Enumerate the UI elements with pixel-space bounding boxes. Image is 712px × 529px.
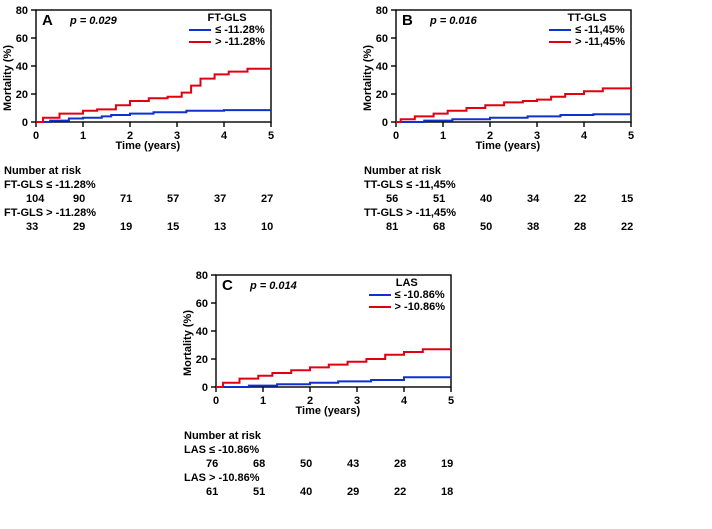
svg-text:1: 1 — [80, 130, 86, 142]
svg-text:0: 0 — [382, 117, 388, 129]
risk-value: 22 — [574, 193, 586, 205]
risk-value: 19 — [441, 458, 453, 470]
risk-numbers-low-b: 56 51 40 34 22 15 — [0, 193, 712, 207]
svg-text:20: 20 — [196, 354, 208, 366]
risk-value: 81 — [386, 221, 398, 233]
risk-value: 40 — [480, 193, 492, 205]
svg-text:3: 3 — [354, 395, 360, 407]
risk-value: 76 — [206, 458, 218, 470]
svg-text:40: 40 — [16, 61, 28, 73]
risk-value: 29 — [347, 486, 359, 498]
panel-b: B p = 0.016 TT-GLS ≤ -11,45% > -11,45% M… — [362, 6, 635, 148]
svg-text:40: 40 — [376, 61, 388, 73]
svg-text:5: 5 — [268, 130, 274, 142]
chart-b: 0 20 40 60 80 0 1 2 3 4 5 — [362, 6, 635, 148]
svg-text:1: 1 — [440, 130, 446, 142]
risk-numbers-high-b: 81 68 50 38 28 22 — [0, 221, 712, 235]
risk-value: 28 — [394, 458, 406, 470]
svg-text:3: 3 — [174, 130, 180, 142]
risk-value: 43 — [347, 458, 359, 470]
risk-value: 22 — [621, 221, 633, 233]
svg-text:0: 0 — [393, 130, 399, 142]
risk-value: 51 — [253, 486, 265, 498]
svg-text:5: 5 — [448, 395, 454, 407]
risk-value: 34 — [527, 193, 539, 205]
risk-value: 68 — [433, 221, 445, 233]
risk-value: 68 — [253, 458, 265, 470]
svg-text:20: 20 — [16, 89, 28, 101]
svg-text:20: 20 — [376, 89, 388, 101]
chart-a: 0 20 40 60 80 0 1 2 3 4 5 — [2, 6, 275, 148]
risk-value: 50 — [480, 221, 492, 233]
risk-label-low-b: TT-GLS ≤ -11,45% — [364, 179, 456, 191]
figure-root: A p = 0.029 FT-GLS ≤ -11.28% > -11.28% M… — [0, 0, 712, 529]
panel-c: C p = 0.014 LAS ≤ -10.86% > -10.86% Mort… — [182, 271, 455, 413]
risk-label-low-c: LAS ≤ -10.86% — [184, 444, 259, 456]
risk-numbers-high-c: 61 51 40 29 22 18 — [0, 486, 712, 500]
svg-text:2: 2 — [487, 130, 493, 142]
svg-text:3: 3 — [534, 130, 540, 142]
panel-a: A p = 0.029 FT-GLS ≤ -11.28% > -11.28% M… — [2, 6, 275, 148]
risk-label-high-c: LAS > -10.86% — [184, 472, 260, 484]
risk-value: 61 — [206, 486, 218, 498]
risk-value: 56 — [386, 193, 398, 205]
risk-value: 51 — [433, 193, 445, 205]
risk-value: 18 — [441, 486, 453, 498]
svg-text:60: 60 — [16, 33, 28, 45]
svg-text:60: 60 — [376, 33, 388, 45]
risk-title-b: Number at risk — [364, 165, 441, 177]
risk-value: 22 — [394, 486, 406, 498]
svg-text:4: 4 — [221, 130, 228, 142]
risk-title-c: Number at risk — [184, 430, 261, 442]
svg-text:60: 60 — [196, 298, 208, 310]
risk-value: 28 — [574, 221, 586, 233]
svg-text:4: 4 — [401, 395, 408, 407]
svg-text:0: 0 — [33, 130, 39, 142]
risk-value: 38 — [527, 221, 539, 233]
risk-label-high-b: TT-GLS > -11,45% — [364, 207, 456, 219]
svg-text:5: 5 — [628, 130, 634, 142]
svg-text:2: 2 — [127, 130, 133, 142]
svg-text:80: 80 — [16, 6, 28, 17]
risk-title-a: Number at risk — [4, 165, 81, 177]
svg-text:80: 80 — [196, 271, 208, 282]
risk-value: 50 — [300, 458, 312, 470]
svg-text:0: 0 — [213, 395, 219, 407]
svg-text:2: 2 — [307, 395, 313, 407]
risk-numbers-low-c: 76 68 50 43 28 19 — [0, 458, 712, 472]
chart-c: 0 20 40 60 80 0 1 2 3 4 5 — [182, 271, 455, 413]
svg-text:4: 4 — [581, 130, 588, 142]
svg-text:1: 1 — [260, 395, 266, 407]
risk-value: 15 — [621, 193, 633, 205]
svg-text:40: 40 — [196, 326, 208, 338]
risk-label-high-a: FT-GLS > -11.28% — [4, 207, 96, 219]
risk-value: 40 — [300, 486, 312, 498]
svg-text:0: 0 — [22, 117, 28, 129]
svg-text:0: 0 — [202, 382, 208, 394]
svg-text:80: 80 — [376, 6, 388, 17]
risk-label-low-a: FT-GLS ≤ -11.28% — [4, 179, 96, 191]
